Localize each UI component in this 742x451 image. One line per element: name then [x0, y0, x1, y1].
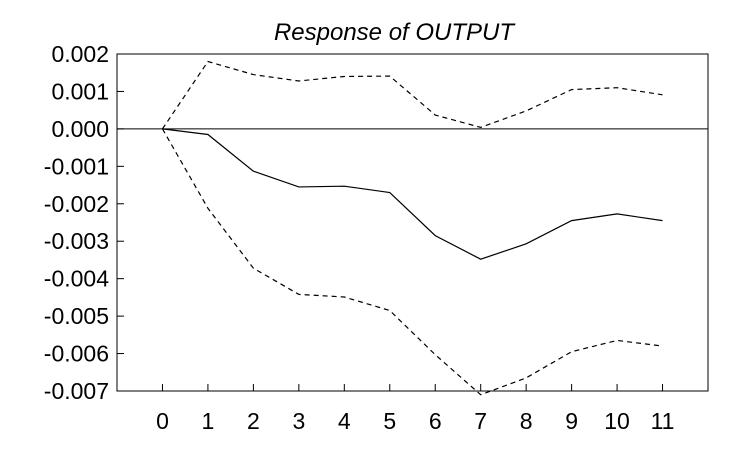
y-tick-label: -0.005	[44, 303, 109, 329]
y-tick-label: -0.003	[44, 228, 109, 254]
x-tick-label: 11	[651, 408, 675, 434]
y-axis: 0.002 0.001 0.000 -0.001 -0.002 -0.003 -0.004 -…	[44, 41, 124, 404]
x-tick-label: 1	[202, 408, 215, 434]
x-tick-label: 8	[520, 408, 533, 434]
chart-title: Response of OUTPUT	[274, 19, 516, 46]
y-tick-label: -0.007	[44, 378, 109, 404]
x-tick-label: 0	[156, 408, 169, 434]
x-tick-label: 4	[338, 408, 351, 434]
x-tick-label: 9	[565, 408, 578, 434]
y-tick-label: 0.000	[51, 116, 109, 142]
x-tick-label: 6	[429, 408, 442, 434]
x-tick-label: 3	[292, 408, 305, 434]
x-tick-label: 5	[383, 408, 396, 434]
y-tick-label: 0.002	[51, 41, 109, 67]
y-tick-label: -0.002	[44, 191, 109, 217]
y-tick-label: -0.004	[44, 266, 109, 292]
plot-area-frame	[116, 53, 709, 392]
y-tick-label: 0.001	[51, 78, 109, 104]
confidence-band-line	[161, 60, 663, 130]
y-tick-label: -0.001	[44, 153, 109, 179]
series-layer	[161, 60, 663, 396]
confidence-band-line	[161, 128, 663, 396]
x-tick-label: 2	[247, 408, 260, 434]
x-tick-label: 7	[474, 408, 487, 434]
x-axis: 0 1 2 3 4 5 6 7 8 9 10 11	[156, 384, 674, 434]
y-tick-label: -0.006	[44, 341, 109, 367]
response-line	[162, 128, 663, 260]
x-tick-label: 10	[604, 408, 630, 434]
